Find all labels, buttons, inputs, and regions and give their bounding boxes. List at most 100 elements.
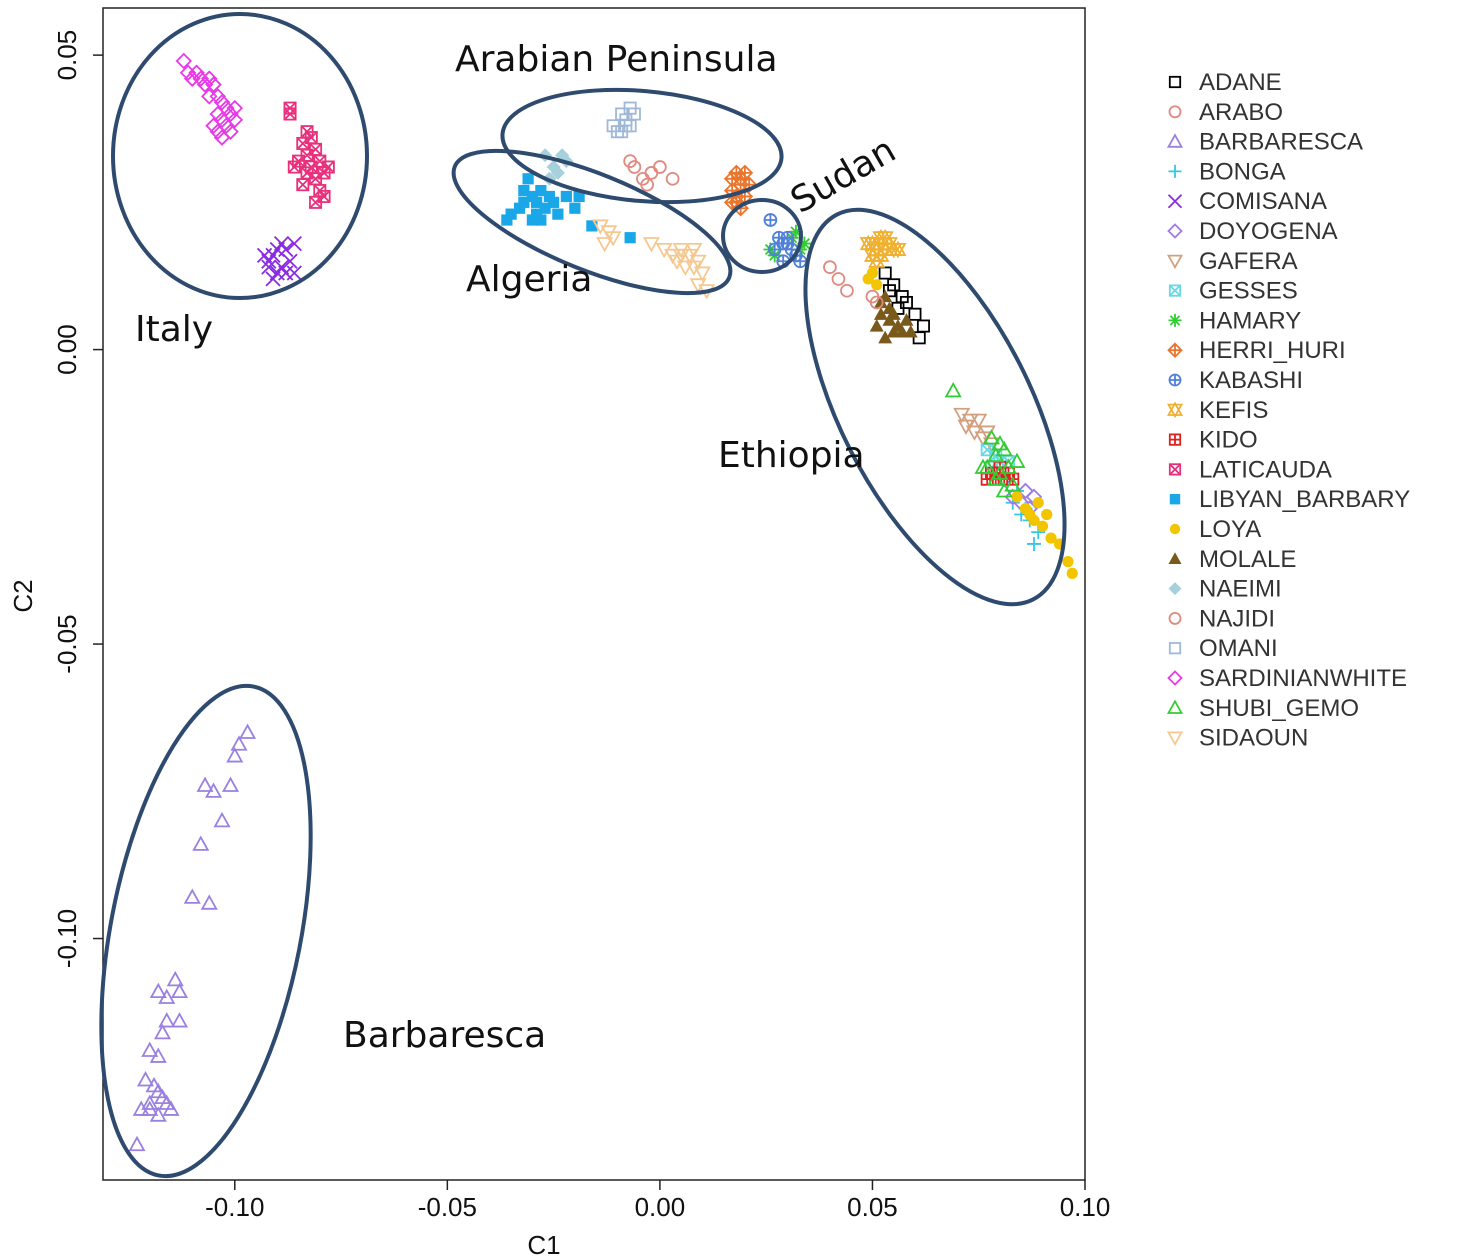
data-point xyxy=(518,184,530,197)
series-barbaresca xyxy=(128,723,257,1152)
data-point xyxy=(196,776,214,792)
data-point xyxy=(230,735,248,751)
data-point xyxy=(693,266,711,282)
data-point xyxy=(205,76,222,93)
x-tick-label: -0.10 xyxy=(205,1192,264,1222)
data-point xyxy=(514,202,526,214)
data-point xyxy=(624,232,636,244)
legend-label: MOLALE xyxy=(1199,546,1296,573)
legend-marker xyxy=(1166,133,1184,148)
data-point xyxy=(269,241,285,258)
legend-marker xyxy=(1167,670,1183,686)
data-point xyxy=(878,330,893,344)
data-point xyxy=(158,1012,176,1028)
ellipse-barbaresca xyxy=(99,683,313,1179)
legend-label: GAFERA xyxy=(1199,248,1298,275)
legend-label: KABASHI xyxy=(1199,367,1303,394)
data-point xyxy=(278,265,294,281)
data-point xyxy=(543,190,555,203)
data-point xyxy=(226,99,244,117)
x-axis-title: C1 xyxy=(527,1230,560,1260)
legend-marker xyxy=(1168,75,1182,89)
data-point xyxy=(526,190,538,203)
data-point xyxy=(1032,497,1044,509)
data-point xyxy=(183,888,201,904)
data-point xyxy=(287,160,301,174)
legend-label: BONGA xyxy=(1199,158,1286,185)
data-point xyxy=(862,273,874,285)
data-point xyxy=(149,1047,167,1063)
data-point xyxy=(676,260,694,276)
data-point xyxy=(321,160,335,174)
series-naeimi xyxy=(538,148,574,186)
data-point xyxy=(1041,508,1053,521)
data-point xyxy=(550,165,565,180)
data-point xyxy=(623,101,637,115)
data-point xyxy=(522,173,534,185)
series-molale xyxy=(869,289,918,344)
data-point xyxy=(672,242,690,259)
axis-layer: -0.10 -0.05 0.00 0.05 0.10 0.05 0.00 -0.05 -0.10… xyxy=(8,30,1110,1260)
data-point xyxy=(128,1135,146,1152)
x-tick-label: -0.05 xyxy=(418,1192,477,1222)
legend-label: DOYOGENA xyxy=(1199,218,1338,245)
series-omani xyxy=(606,101,641,139)
series-arabo xyxy=(623,154,680,192)
legend-marker xyxy=(1168,611,1182,625)
data-point xyxy=(600,225,618,241)
legend-marker xyxy=(1168,105,1182,119)
group-label-algeria: Algeria xyxy=(466,259,593,300)
data-point xyxy=(668,254,686,271)
data-point xyxy=(823,260,837,274)
data-point xyxy=(175,52,193,70)
legend-marker xyxy=(1167,194,1183,209)
legend-label: NAJIDI xyxy=(1199,605,1275,632)
legend-label: NAEIMI xyxy=(1199,576,1282,603)
data-point xyxy=(170,982,189,999)
data-point xyxy=(970,413,988,430)
series-shubi-gemo xyxy=(944,381,1026,498)
legend-marker xyxy=(1169,523,1181,535)
y-tick-label: 0.00 xyxy=(52,324,82,375)
legend-label: HERRI_HURI xyxy=(1199,337,1346,364)
legend-marker xyxy=(1168,582,1182,596)
data-point xyxy=(226,111,244,129)
data-point xyxy=(548,196,560,208)
data-point xyxy=(222,105,239,123)
data-point xyxy=(957,419,975,436)
data-point xyxy=(505,208,517,220)
data-point xyxy=(265,271,281,287)
legend-label: COMISANA xyxy=(1199,188,1327,215)
data-point xyxy=(192,835,210,851)
data-point xyxy=(531,208,543,220)
series-libyan-barbary xyxy=(501,173,636,244)
data-point xyxy=(261,259,277,275)
data-point xyxy=(136,1071,155,1087)
series-kabashi xyxy=(763,213,808,269)
legend-label: BARBARESCA xyxy=(1199,129,1363,156)
data-point xyxy=(869,319,884,332)
legend-marker xyxy=(1168,642,1182,655)
data-point xyxy=(209,123,227,140)
data-point xyxy=(899,295,913,309)
data-point xyxy=(132,1100,150,1116)
data-point xyxy=(788,224,803,239)
data-point xyxy=(1017,482,1034,500)
data-point xyxy=(732,170,749,188)
data-point xyxy=(204,782,223,798)
data-point xyxy=(170,1012,189,1028)
data-point xyxy=(1004,476,1022,492)
data-point xyxy=(141,1100,159,1116)
ellipse-arabian-peninsula xyxy=(500,87,784,205)
data-point xyxy=(205,117,222,135)
legend-marker xyxy=(1168,313,1182,327)
data-point xyxy=(763,213,778,227)
data-point xyxy=(916,319,930,333)
legend-marker xyxy=(1168,373,1182,387)
data-point xyxy=(213,93,231,111)
legend-label: LOYA xyxy=(1199,516,1261,543)
data-point xyxy=(1066,567,1078,579)
series-herri-huri xyxy=(723,164,758,217)
data-point xyxy=(1045,532,1057,544)
